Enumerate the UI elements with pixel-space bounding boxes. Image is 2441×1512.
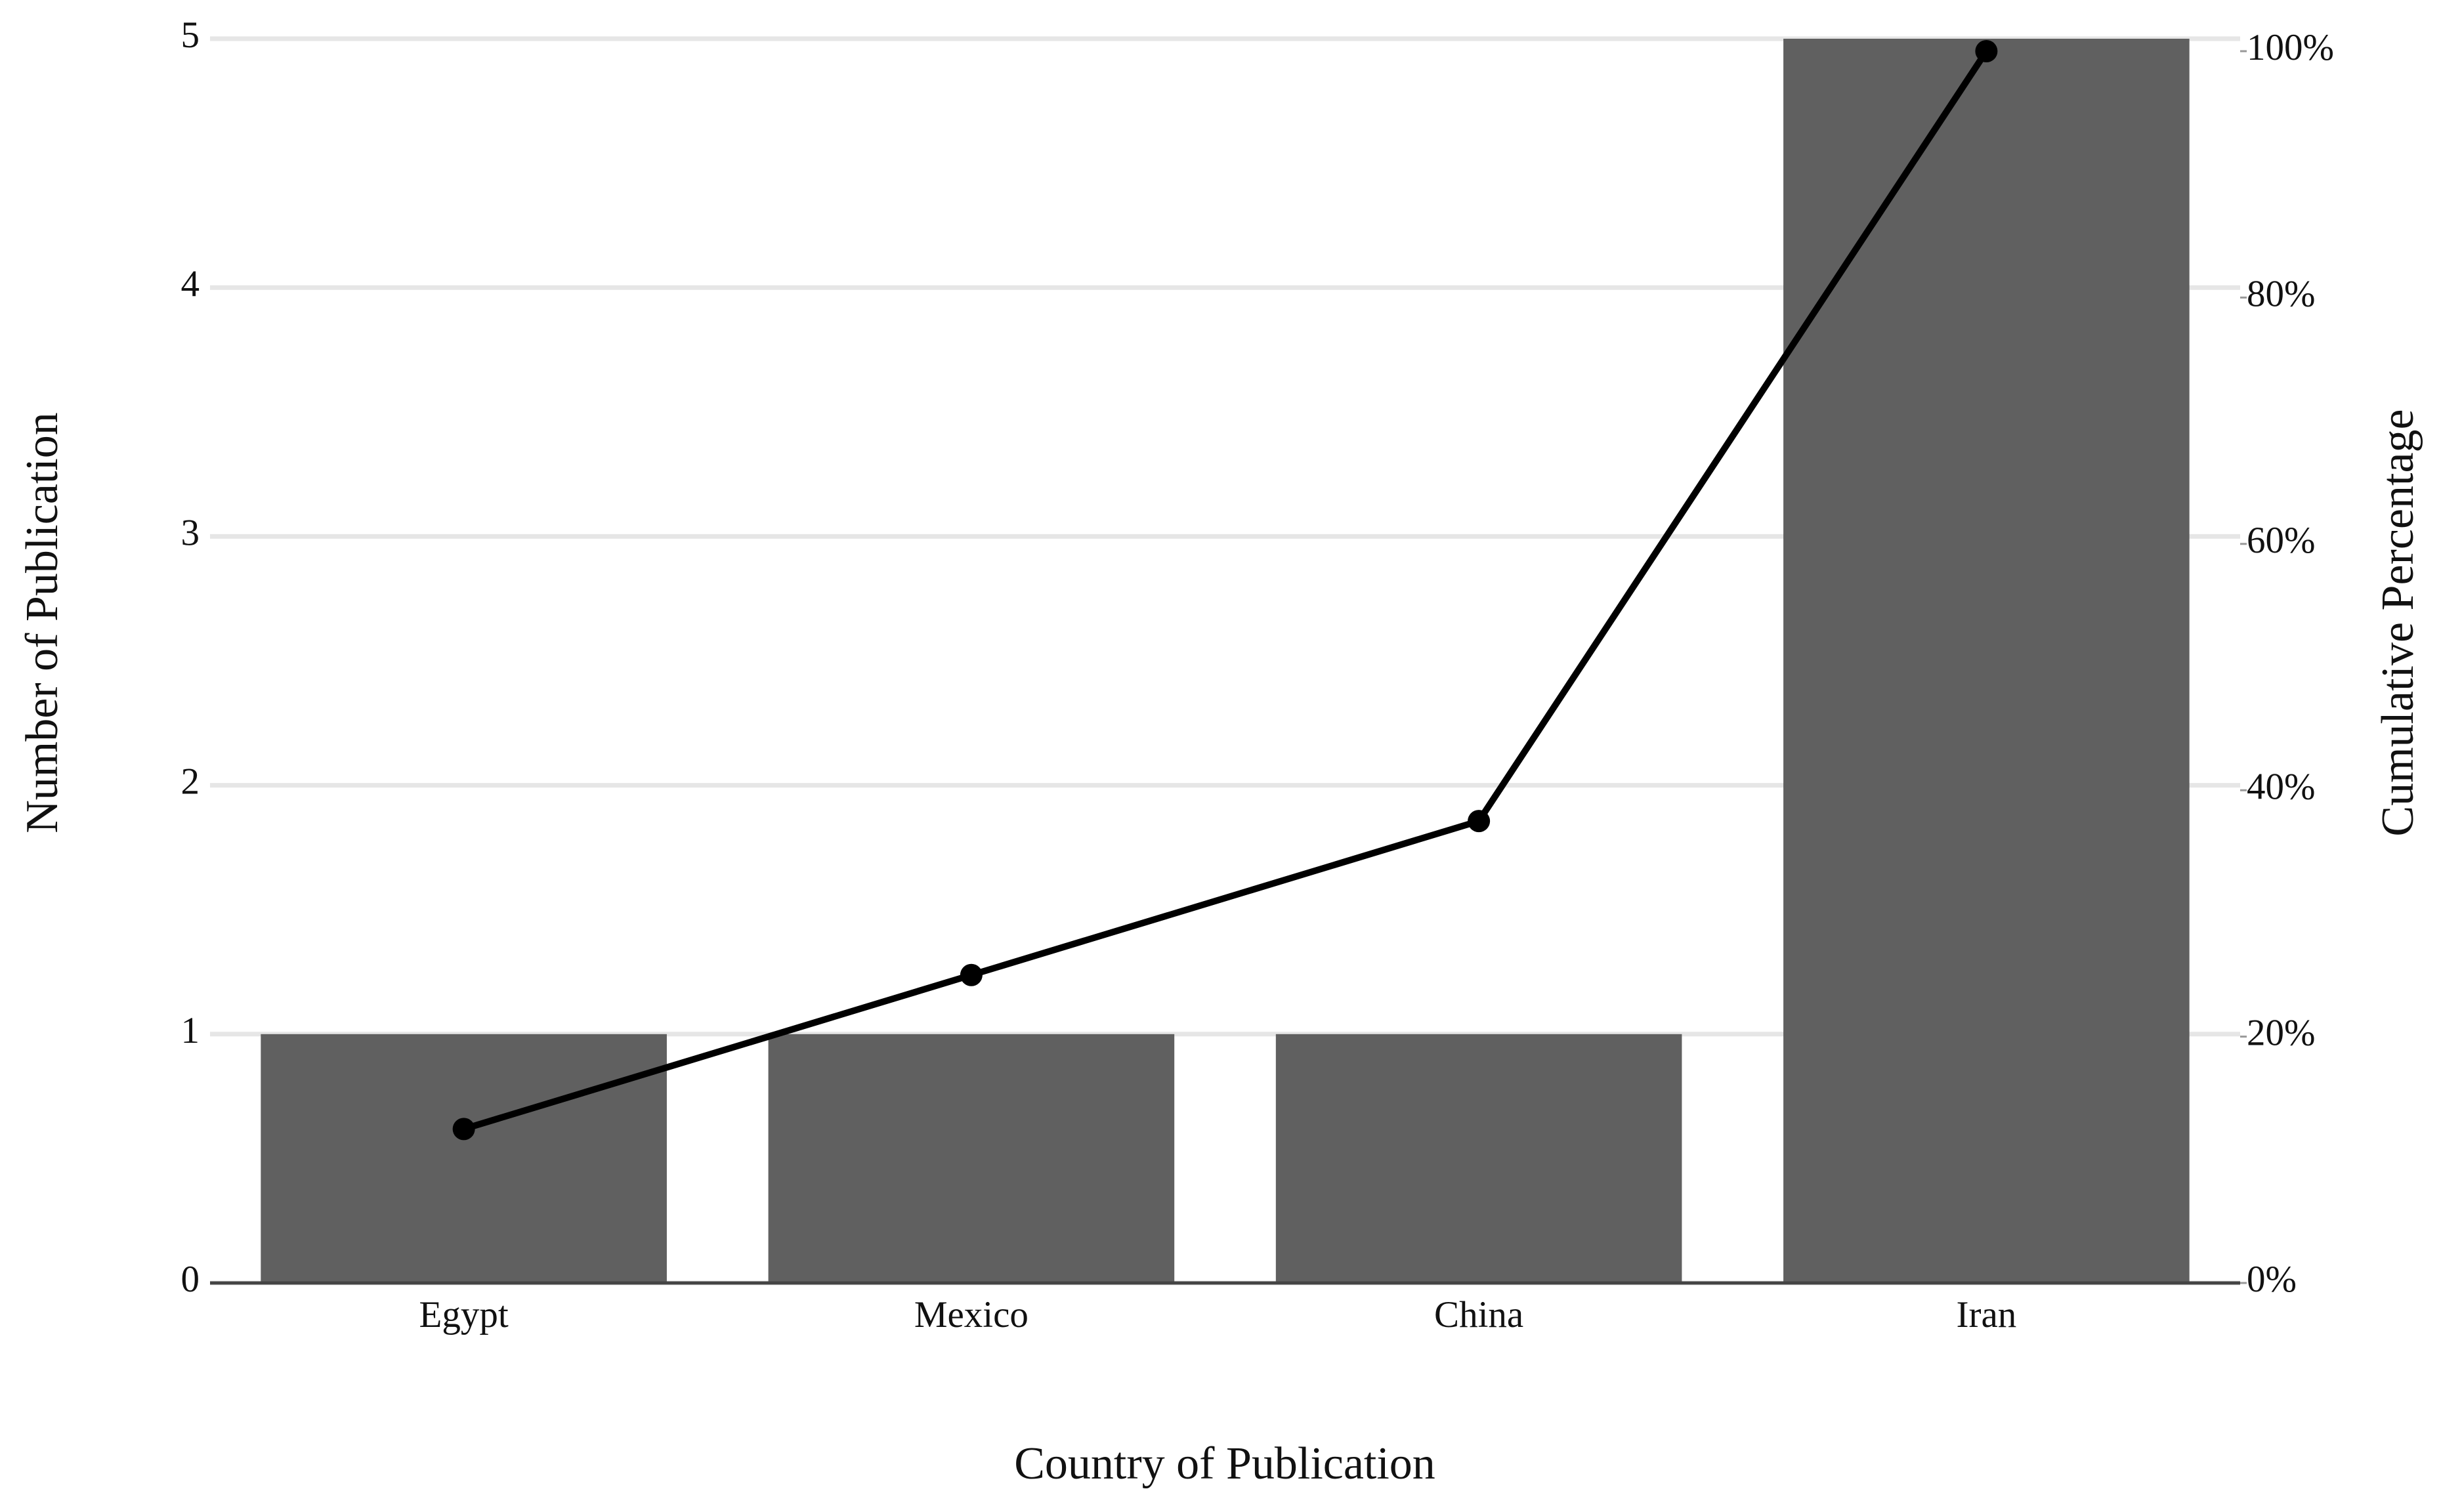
- x-tick-label: Egypt: [419, 1294, 509, 1335]
- bar: [1275, 1034, 1682, 1283]
- y2-tick-label: 100%: [2247, 27, 2334, 68]
- y-tick-label: 3: [181, 512, 200, 553]
- bar: [261, 1034, 667, 1283]
- y-tick-label: 0: [181, 1259, 200, 1300]
- y2-axis-title: Cumulative Percentage: [2373, 409, 2423, 836]
- bar: [768, 1034, 1175, 1283]
- line-point: [1975, 40, 1998, 62]
- y2-tick-label: 20%: [2247, 1013, 2315, 1054]
- y-tick-label: 4: [181, 263, 200, 304]
- line-point: [1468, 810, 1491, 833]
- bar: [1783, 39, 2190, 1283]
- y2-tick-label: 60%: [2247, 520, 2315, 561]
- y-axis-title: Number of Publication: [17, 412, 68, 833]
- line-point: [452, 1118, 475, 1141]
- x-tick-label: China: [1434, 1294, 1523, 1335]
- y2-tick-label: 0%: [2247, 1259, 2297, 1300]
- x-tick-label: Iran: [1956, 1294, 2016, 1335]
- y2-tick-label: 80%: [2247, 273, 2315, 314]
- line: [463, 49, 1989, 1133]
- x-axis-title: Country of Publication: [1014, 1438, 1435, 1489]
- x-tick-label: Mexico: [914, 1294, 1029, 1335]
- line-point: [960, 963, 983, 986]
- y2-tick-label: 40%: [2247, 766, 2315, 807]
- y-tick-label: 2: [181, 761, 200, 803]
- y-tick-label: 5: [181, 14, 200, 56]
- y-tick-label: 1: [181, 1010, 200, 1051]
